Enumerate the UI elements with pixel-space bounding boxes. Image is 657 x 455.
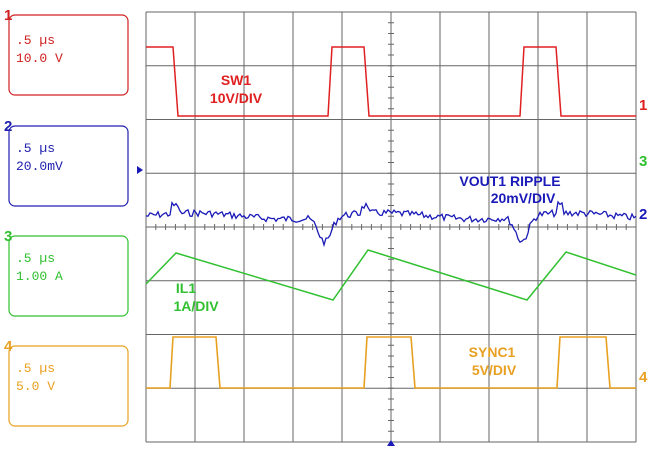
- trace-name: VOUT1 RIPPLE: [459, 173, 560, 189]
- trace-marker: 2: [639, 206, 647, 223]
- trace-scale: 1A/DIV: [173, 298, 219, 314]
- vout-trace: [145, 200, 637, 248]
- sync1-trace: [146, 336, 636, 389]
- channel-time: .5 µs: [16, 251, 55, 266]
- channel-number: 4: [4, 338, 13, 355]
- graticule: [145, 11, 637, 443]
- channel-scale: 20.0mV: [16, 159, 63, 174]
- channel-time: .5 µs: [16, 33, 55, 48]
- channel-number: 2: [4, 118, 12, 135]
- trace-name: IL1: [176, 280, 196, 296]
- channel-box: 2 .5 µs 20.0mV: [4, 118, 129, 207]
- channel-box: 4 .5 µs 5.0 V: [4, 338, 129, 427]
- trigger-marker: [137, 166, 143, 174]
- channel-number: 1: [4, 7, 12, 24]
- trace-name: SW1: [221, 72, 252, 88]
- channel-scale: 10.0 V: [16, 51, 63, 66]
- sw1-trace: [146, 46, 636, 117]
- time-marker: [387, 440, 395, 446]
- channel-scale: 5.0 V: [16, 379, 55, 394]
- trace-marker: 3: [639, 153, 647, 170]
- trace-scale: 5V/DIV: [472, 362, 517, 378]
- channel-scale: 1.00 A: [16, 269, 63, 284]
- channel-box: 3 .5 µs 1.00 A: [4, 228, 129, 317]
- channel-number: 3: [4, 228, 12, 245]
- trace-name: SYNC1: [469, 344, 516, 360]
- trace-marker: 4: [639, 369, 648, 386]
- trace-marker: 1: [639, 97, 647, 114]
- channel-time: .5 µs: [16, 361, 55, 376]
- channel-box: 1 .5 µs 10.0 V: [4, 7, 129, 96]
- il1-trace: [145, 249, 637, 301]
- channel-time: .5 µs: [16, 141, 55, 156]
- trace-scale: 20mV/DIV: [491, 190, 556, 206]
- trace-scale: 10V/DIV: [210, 90, 263, 106]
